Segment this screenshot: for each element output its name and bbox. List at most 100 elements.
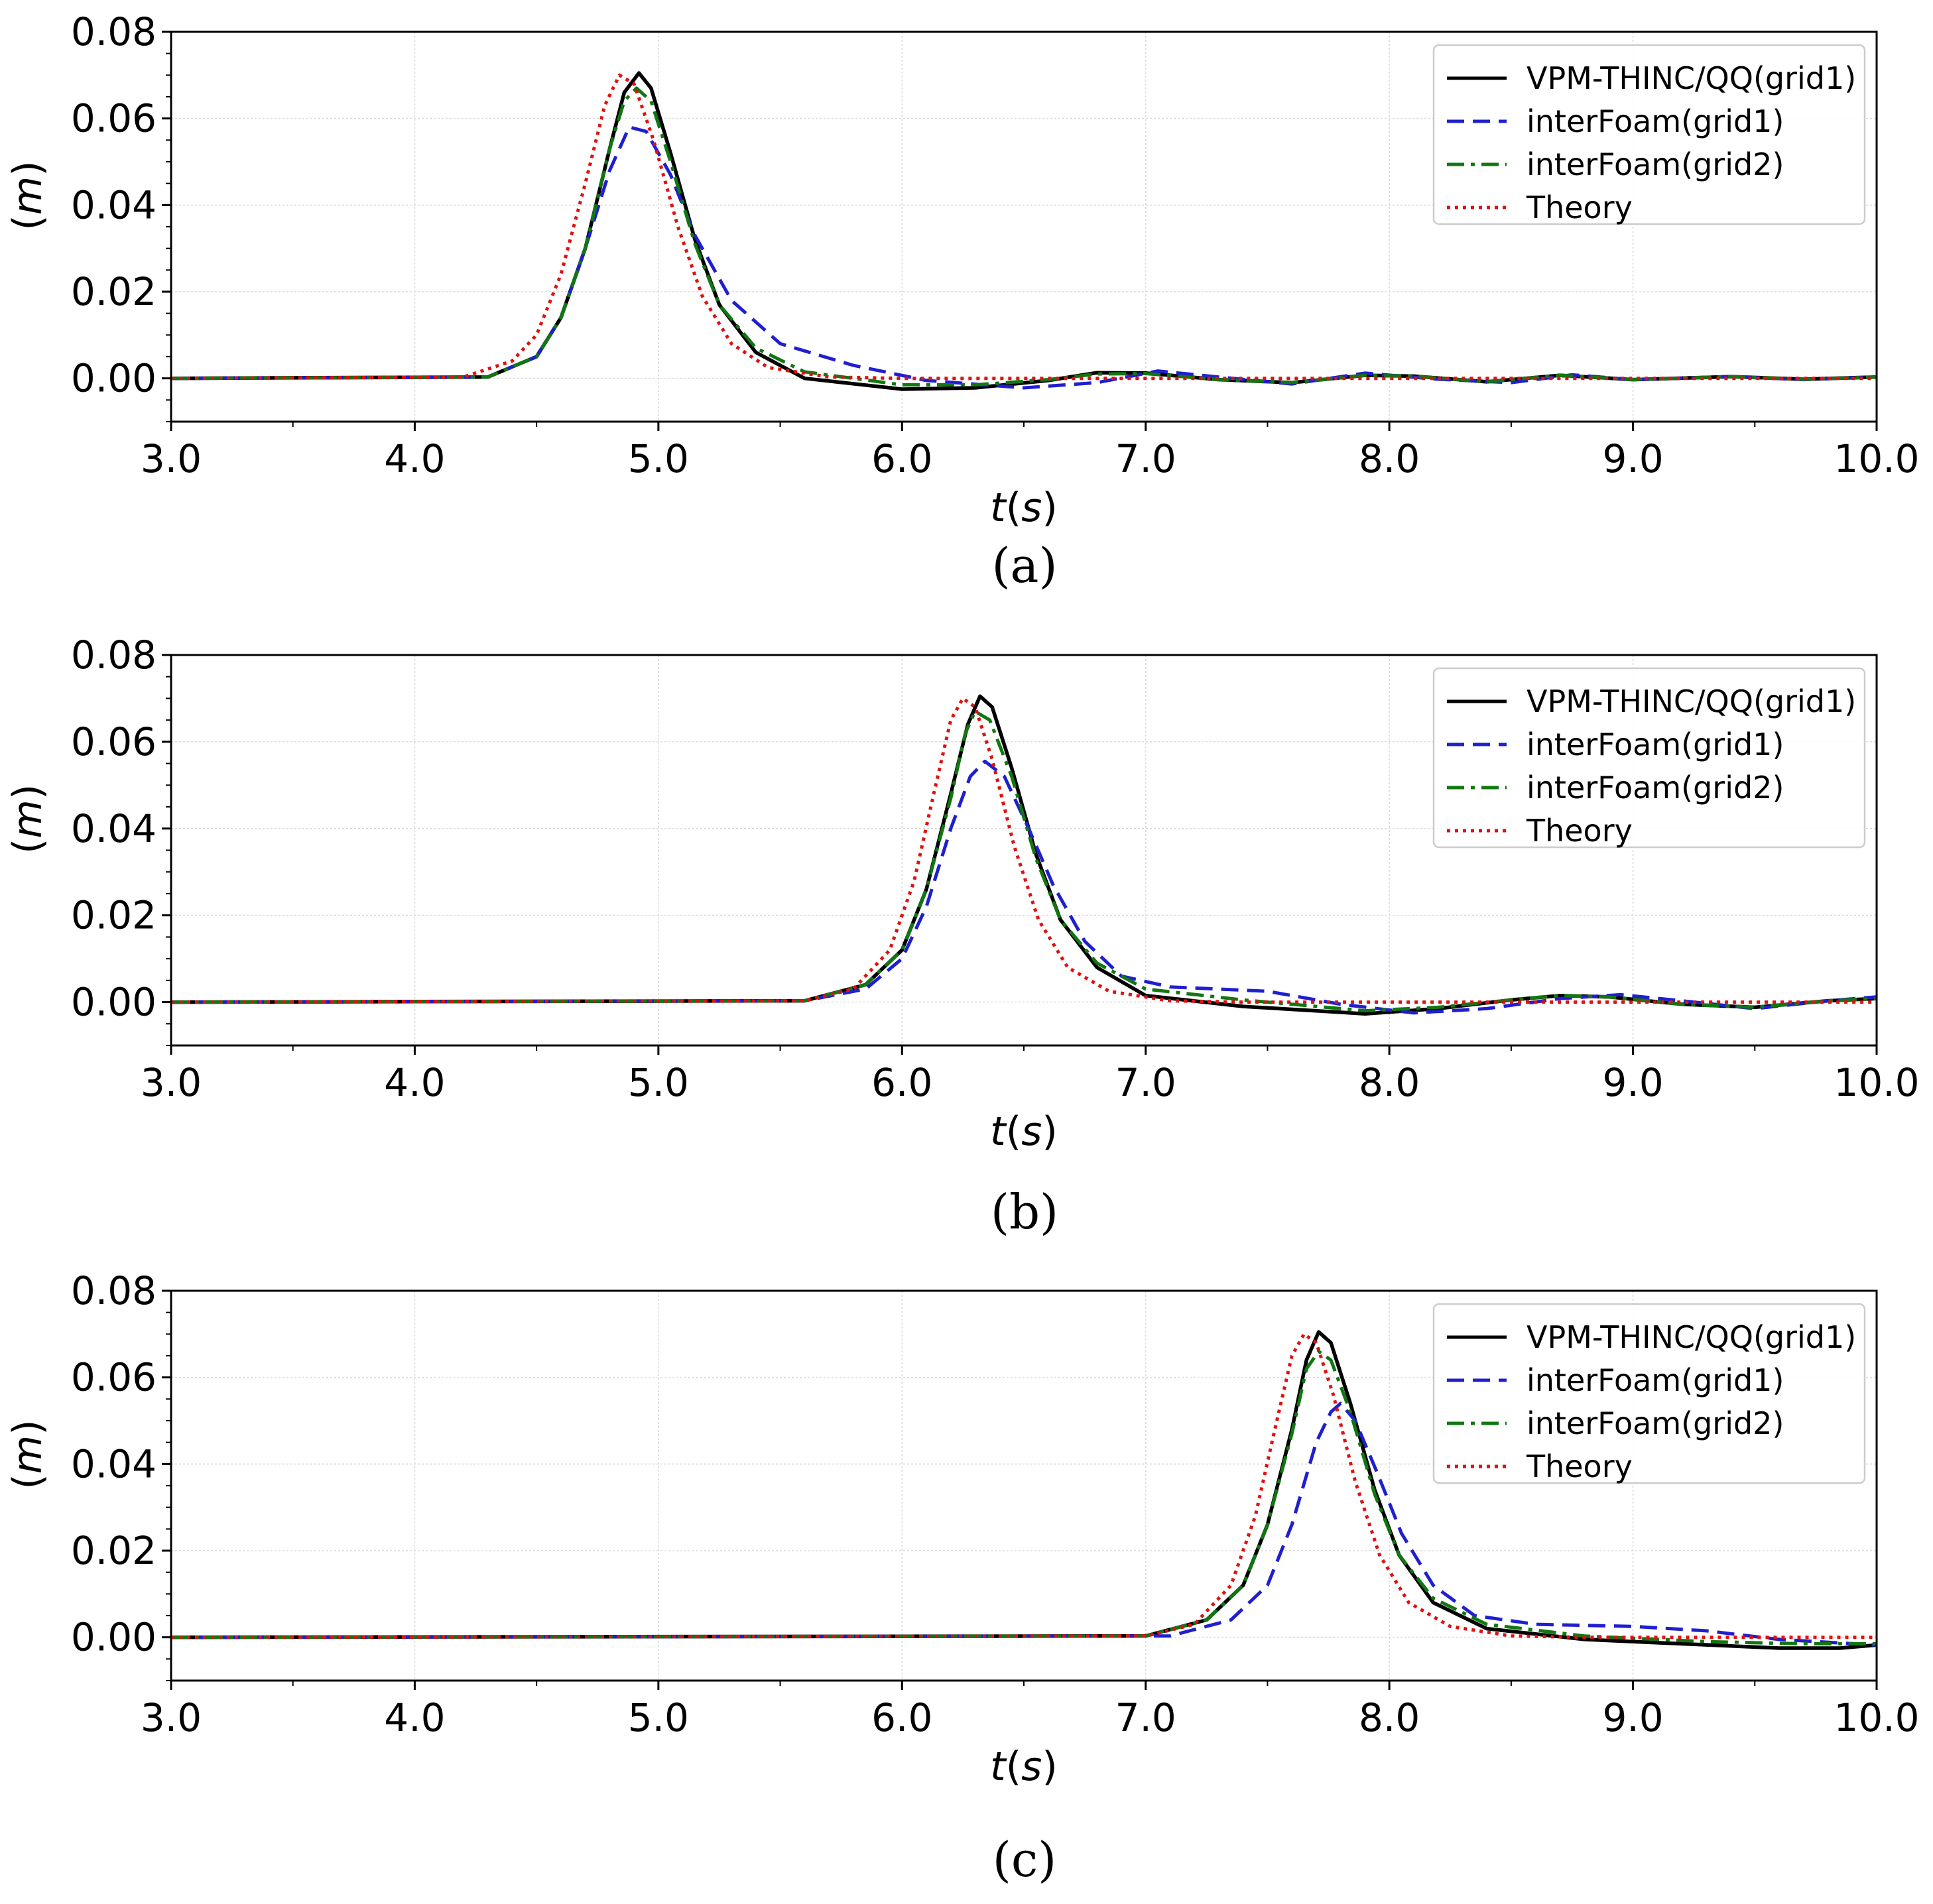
y-axis-label-part: m: [5, 800, 51, 838]
x-tick-label: 5.0: [628, 1695, 689, 1740]
x-axis-label-part: (: [1006, 485, 1021, 531]
y-axis-label-part: ): [5, 784, 51, 800]
y-tick-label: 0.00: [71, 1615, 156, 1660]
legend-label: Theory: [1526, 190, 1633, 225]
y-axis-label: (m): [5, 160, 51, 230]
x-tick-label: 10.0: [1834, 1695, 1919, 1740]
x-axis-label: t(s): [990, 485, 1058, 531]
x-axis-label-part: (: [1006, 1744, 1021, 1790]
x-tick-label: 6.0: [871, 436, 932, 481]
legend-box: [1432, 667, 1866, 849]
legend-label: VPM-THINC/QQ(grid1): [1527, 684, 1856, 719]
x-axis-label-part: ): [1042, 1744, 1057, 1790]
y-axis-label-part: ): [5, 160, 51, 176]
chart-panel-2: 3.0 4.0 5.0 6.0 7.0 8.0 9.0 10.0 0.00 0.02 0.04 0.0…: [5, 632, 1920, 1240]
legend-label: VPM-THINC/QQ(grid1): [1527, 1319, 1856, 1355]
y-tick-label: 0.00: [71, 980, 156, 1025]
series-line-2: [171, 709, 1877, 1013]
series-group: [171, 1330, 1877, 1650]
x-tick-label: 7.0: [1115, 1695, 1176, 1740]
x-axis-label-part: t: [990, 485, 1007, 531]
x-tick-label: 7.0: [1115, 1060, 1176, 1105]
y-tick-label: 0.06: [71, 719, 156, 764]
x-tick-label: 5.0: [628, 1060, 689, 1105]
legend-label: VPM-THINC/QQ(grid1): [1527, 60, 1856, 96]
x-tick-label: 3.0: [141, 1695, 202, 1740]
legend: VPM-THINC/QQ(grid1) interFoam(grid1) inter…: [1432, 1303, 1866, 1484]
y-tick-label: 0.08: [71, 1268, 156, 1313]
x-axis-label-part: s: [1021, 485, 1042, 531]
x-tick-label: 4.0: [384, 1060, 445, 1105]
y-axis-label-part: ): [5, 1419, 51, 1435]
x-tick-label: 4.0: [384, 1695, 445, 1740]
y-axis-label-part: m: [5, 1435, 51, 1474]
axes-frame: [170, 1289, 1878, 1682]
x-tick-label: 6.0: [871, 1060, 932, 1105]
legend: VPM-THINC/QQ(grid1) interFoam(grid1) inter…: [1432, 667, 1866, 849]
x-tick-label: 8.0: [1359, 436, 1420, 481]
series-line-3: [171, 73, 1877, 381]
x-tick-label: 7.0: [1115, 436, 1176, 481]
x-tick-label: 4.0: [384, 436, 445, 481]
legend-box: [1432, 1303, 1866, 1484]
y-axis-label-part: (: [5, 215, 51, 230]
legend-box: [1432, 44, 1866, 225]
x-tick-label: 5.0: [628, 436, 689, 481]
x-tick-label: 3.0: [141, 436, 202, 481]
x-tick-label: 8.0: [1359, 1060, 1420, 1105]
x-tick-label: 3.0: [141, 1060, 202, 1105]
series-line-1: [171, 759, 1877, 1015]
legend-label: interFoam(grid2): [1527, 1405, 1784, 1441]
y-tick-label: 0.08: [71, 632, 156, 678]
x-axis-label-part: t: [990, 1744, 1007, 1790]
x-axis-label-part: ): [1042, 485, 1057, 531]
axes-frame: [170, 30, 1878, 423]
x-tick-label: 9.0: [1602, 1060, 1663, 1105]
legend-label: interFoam(grid1): [1527, 103, 1784, 139]
y-axis-label: (m): [5, 1419, 51, 1489]
x-axis-label-part: ): [1042, 1108, 1057, 1155]
panel-label: (b): [991, 1184, 1058, 1240]
legend-label: Theory: [1526, 1449, 1633, 1484]
series-line-3: [171, 696, 1877, 1004]
x-axis-label: t(s): [990, 1744, 1058, 1790]
chart-panel-3: 3.0 4.0 5.0 6.0 7.0 8.0 9.0 10.0 0.00 0.02 0.04 0.0…: [5, 1268, 1920, 1887]
chart-panel-1: 3.0 4.0 5.0 6.0 7.0 8.0 9.0 10.0 0.00 0.02 0.04 0.0…: [5, 9, 1920, 593]
panel-label: (a): [991, 538, 1057, 593]
x-tick-label: 9.0: [1602, 1695, 1663, 1740]
series-line-2: [171, 1350, 1877, 1645]
x-tick-label: 10.0: [1834, 436, 1919, 481]
x-tick-label: 9.0: [1602, 436, 1663, 481]
x-axis-label-part: s: [1021, 1744, 1042, 1790]
x-axis-label: t(s): [990, 1108, 1058, 1155]
y-axis-label-part: (: [5, 1474, 51, 1489]
legend-label: interFoam(grid1): [1527, 727, 1784, 762]
x-axis-label-part: t: [990, 1108, 1007, 1155]
legend-label: interFoam(grid2): [1527, 147, 1784, 182]
series-line-0: [171, 1330, 1877, 1650]
x-tick-label: 6.0: [871, 1695, 932, 1740]
y-tick-label: 0.02: [71, 1528, 156, 1573]
legend-label: Theory: [1526, 813, 1633, 849]
series-group: [171, 71, 1877, 391]
y-tick-label: 0.06: [71, 96, 156, 141]
y-tick-label: 0.08: [71, 9, 156, 54]
legend-label: interFoam(grid1): [1527, 1362, 1784, 1398]
y-axis-label-part: m: [5, 176, 51, 215]
axes-frame: [170, 654, 1878, 1047]
x-tick-label: 8.0: [1359, 1695, 1420, 1740]
x-axis-label-part: s: [1021, 1108, 1042, 1155]
legend: VPM-THINC/QQ(grid1) interFoam(grid1) inter…: [1432, 44, 1866, 225]
y-tick-label: 0.06: [71, 1355, 156, 1400]
series-line-3: [171, 1332, 1877, 1639]
y-tick-label: 0.04: [71, 806, 156, 851]
x-tick-label: 10.0: [1834, 1060, 1919, 1105]
legend-label: interFoam(grid2): [1527, 770, 1784, 805]
y-tick-label: 0.02: [71, 269, 156, 314]
series-line-1: [171, 1401, 1877, 1647]
y-tick-label: 0.02: [71, 893, 156, 938]
panel-label: (c): [993, 1832, 1057, 1887]
y-tick-label: 0.00: [71, 356, 156, 401]
y-axis-label-part: (: [5, 839, 51, 854]
